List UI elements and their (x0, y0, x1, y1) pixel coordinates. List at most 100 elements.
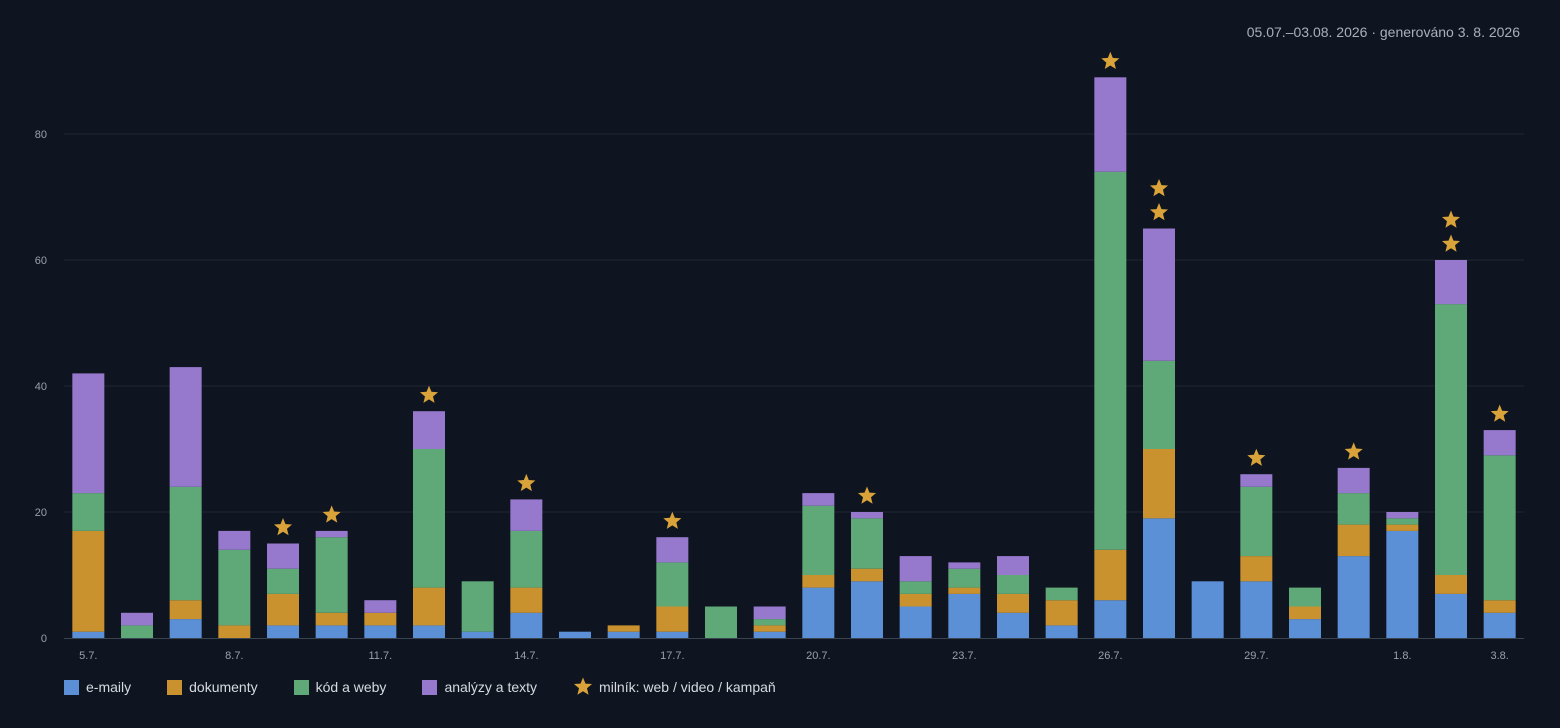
bar-segment-documents[interactable] (1435, 575, 1467, 594)
bar-segment-documents[interactable] (413, 587, 445, 626)
bar-segment-documents[interactable] (1094, 549, 1127, 601)
bar-segment-code[interactable] (851, 518, 883, 569)
bar-segment-documents[interactable] (948, 587, 981, 594)
bar-segment-emails[interactable] (802, 587, 835, 638)
bar-segment-analyses[interactable] (169, 367, 202, 487)
bar-segment-analyses[interactable] (510, 499, 543, 531)
bar-segment-analyses[interactable] (1337, 467, 1370, 494)
bar-segment-code[interactable] (899, 581, 932, 594)
bar-segment-analyses[interactable] (948, 562, 981, 569)
bar-segment-code[interactable] (169, 486, 202, 601)
bar-segment-emails[interactable] (559, 631, 591, 638)
bar-segment-code[interactable] (1045, 587, 1078, 601)
bar-segment-emails[interactable] (1240, 581, 1273, 638)
legend-item-code[interactable]: kód a weby (293, 679, 386, 695)
bar-segment-documents[interactable] (267, 593, 299, 626)
bar-segment-documents[interactable] (510, 587, 543, 613)
bar-segment-code[interactable] (948, 568, 981, 588)
bar-segment-analyses[interactable] (851, 512, 883, 519)
bar-segment-analyses[interactable] (267, 543, 299, 569)
bar-segment-documents[interactable] (997, 593, 1029, 613)
bar-segment-documents[interactable] (364, 612, 397, 626)
bar-segment-emails[interactable] (1435, 593, 1467, 638)
bar-segment-code[interactable] (753, 619, 786, 626)
bar-segment-code[interactable] (121, 625, 153, 638)
legend-item-analyses[interactable]: analýzy a texty (422, 679, 537, 695)
bar-segment-code[interactable] (267, 568, 299, 594)
bar-segment-documents[interactable] (315, 612, 348, 626)
bar-segment-emails[interactable] (1483, 612, 1516, 638)
bar-segment-analyses[interactable] (1483, 430, 1516, 456)
bar-segment-code[interactable] (656, 562, 689, 607)
bar-segment-code[interactable] (1240, 486, 1273, 557)
bar-segment-analyses[interactable] (1094, 77, 1127, 172)
bar-segment-code[interactable] (802, 505, 835, 575)
bar-segment-emails[interactable] (1289, 619, 1321, 638)
bar-segment-emails[interactable] (753, 631, 786, 638)
bar-segment-code[interactable] (1435, 304, 1467, 575)
legend-item-emails[interactable]: e-maily (64, 679, 131, 695)
bar-segment-analyses[interactable] (315, 530, 348, 538)
bar-segment-analyses[interactable] (72, 373, 105, 494)
bar-segment-analyses[interactable] (802, 493, 835, 506)
bar-segment-documents[interactable] (753, 625, 786, 632)
bar-segment-documents[interactable] (1143, 449, 1175, 519)
bar-segment-analyses[interactable] (1386, 512, 1419, 519)
bar-segment-documents[interactable] (607, 625, 640, 632)
bar-segment-analyses[interactable] (1240, 474, 1273, 487)
bar-segment-documents[interactable] (1289, 606, 1321, 620)
bar-segment-emails[interactable] (948, 593, 981, 638)
bar-segment-emails[interactable] (997, 612, 1029, 638)
bar-segment-emails[interactable] (1386, 530, 1419, 638)
bar-segment-code[interactable] (1483, 455, 1516, 601)
bar-segment-code[interactable] (1289, 587, 1321, 607)
bar-segment-documents[interactable] (1483, 600, 1516, 613)
bar-segment-documents[interactable] (218, 625, 251, 638)
bar-segment-emails[interactable] (851, 581, 883, 638)
bar-segment-code[interactable] (218, 549, 251, 626)
bar-segment-emails[interactable] (413, 625, 445, 638)
bar-segment-code[interactable] (72, 493, 105, 531)
bar-segment-emails[interactable] (1094, 600, 1127, 638)
bar-segment-emails[interactable] (1143, 518, 1175, 638)
legend-item-milestone[interactable]: milník: web / video / kampaň (573, 677, 776, 697)
bar-segment-emails[interactable] (607, 631, 640, 638)
bar-segment-code[interactable] (461, 581, 494, 632)
bar-segment-analyses[interactable] (899, 556, 932, 582)
bar-segment-emails[interactable] (1045, 625, 1078, 638)
bar-segment-documents[interactable] (899, 593, 932, 607)
bar-segment-analyses[interactable] (1143, 228, 1175, 361)
bar-segment-documents[interactable] (169, 600, 202, 620)
bar-segment-code[interactable] (1386, 518, 1419, 525)
bar-segment-documents[interactable] (1240, 556, 1273, 582)
bar-segment-analyses[interactable] (997, 556, 1029, 575)
bar-segment-analyses[interactable] (218, 530, 251, 550)
bar-segment-code[interactable] (1337, 493, 1370, 525)
bar-segment-emails[interactable] (510, 612, 543, 638)
bar-segment-code[interactable] (1094, 171, 1127, 550)
bar-segment-analyses[interactable] (656, 537, 689, 563)
bar-segment-analyses[interactable] (753, 606, 786, 620)
bar-segment-analyses[interactable] (364, 600, 397, 613)
bar-segment-code[interactable] (705, 606, 737, 639)
bar-segment-documents[interactable] (1045, 600, 1078, 626)
legend-item-documents[interactable]: dokumenty (167, 679, 258, 695)
bar-segment-code[interactable] (997, 575, 1029, 594)
bar-segment-emails[interactable] (656, 631, 689, 638)
bar-segment-code[interactable] (510, 530, 543, 588)
bar-segment-code[interactable] (315, 537, 348, 613)
bar-segment-emails[interactable] (72, 631, 105, 638)
bar-segment-documents[interactable] (1337, 524, 1370, 557)
bar-segment-analyses[interactable] (121, 612, 153, 626)
bar-segment-analyses[interactable] (1435, 260, 1467, 305)
bar-segment-emails[interactable] (899, 606, 932, 639)
bar-segment-documents[interactable] (72, 530, 105, 632)
bar-segment-documents[interactable] (802, 575, 835, 588)
bar-segment-analyses[interactable] (413, 411, 445, 449)
bar-segment-emails[interactable] (1191, 581, 1224, 638)
bar-segment-documents[interactable] (851, 568, 883, 582)
bar-segment-code[interactable] (1143, 360, 1175, 449)
bar-segment-code[interactable] (413, 449, 445, 588)
bar-segment-emails[interactable] (364, 625, 397, 638)
bar-segment-documents[interactable] (1386, 524, 1419, 531)
